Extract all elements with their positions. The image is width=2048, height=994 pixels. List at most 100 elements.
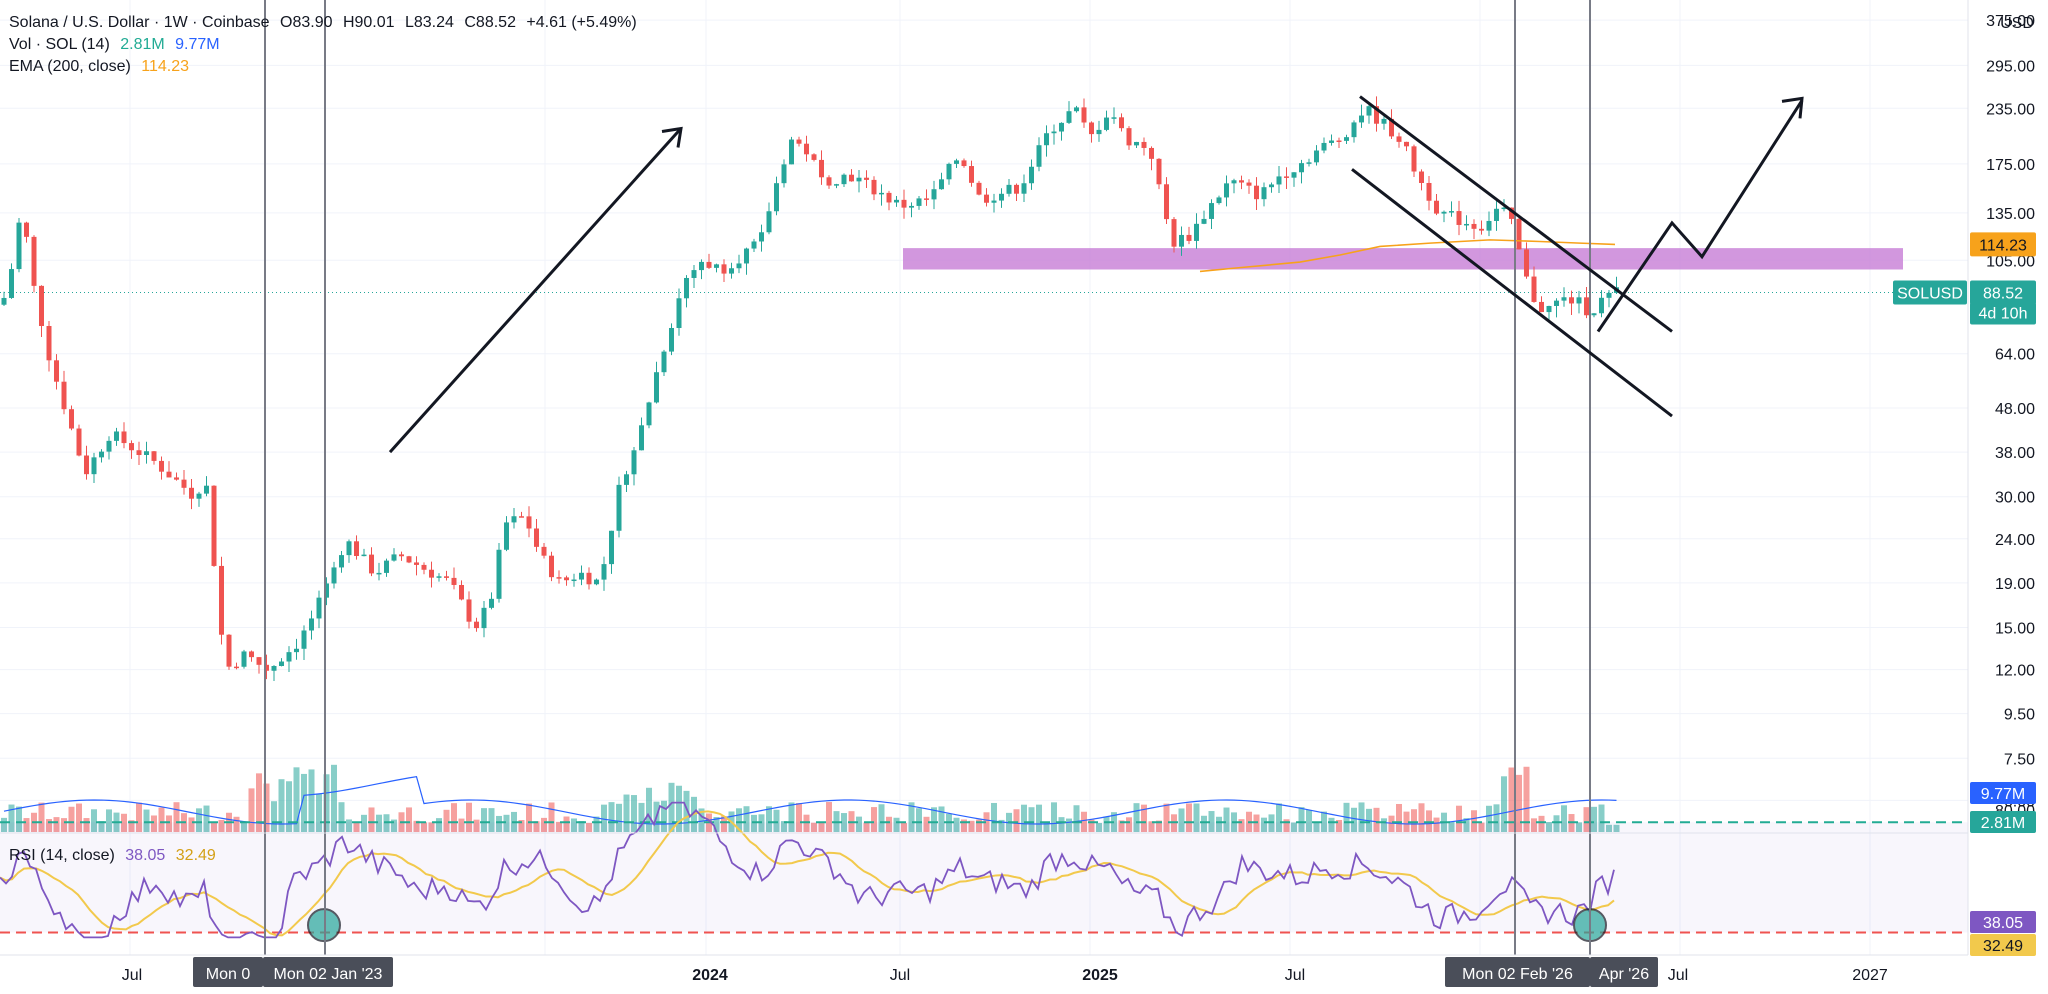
uptrend-arrowhead xyxy=(661,126,683,148)
crosshair-date-badge xyxy=(1445,957,1590,987)
volume-bar xyxy=(271,801,277,832)
candle-body xyxy=(234,666,239,669)
rsi-legend[interactable]: RSI (14, close) 38.05 32.49 xyxy=(9,846,222,866)
candle-body xyxy=(1591,313,1597,316)
volume-bar xyxy=(211,822,217,832)
volume-bar xyxy=(593,816,600,832)
price-badge xyxy=(1970,280,2036,305)
drawings[interactable] xyxy=(264,0,1804,955)
candle-body xyxy=(556,577,562,579)
candle-body xyxy=(789,139,794,165)
candle-body xyxy=(676,298,682,328)
rsi-label: RSI (14, close) xyxy=(9,847,115,864)
candle-body xyxy=(1239,180,1244,183)
price-tick-label: 48.00 xyxy=(1995,401,2035,418)
candle-body xyxy=(489,598,494,608)
ohlc-close: C88.52 xyxy=(464,14,516,31)
candle-body xyxy=(1269,184,1274,188)
price-tick-label: 105.00 xyxy=(1986,253,2035,270)
candle-body xyxy=(166,471,172,478)
candle-body xyxy=(931,189,937,200)
candle-body xyxy=(286,652,292,662)
volume-bar xyxy=(563,816,570,832)
volume-legend[interactable]: Vol · SOL (14) 2.81M 9.77M xyxy=(9,35,226,55)
volume-bar xyxy=(961,819,967,832)
volume-bar xyxy=(136,802,142,832)
resistance-zone xyxy=(903,248,1903,270)
candle-body xyxy=(1149,147,1154,159)
candle-body xyxy=(946,163,952,180)
volume-bar xyxy=(248,788,255,832)
candle-body xyxy=(24,222,29,237)
rsi-line xyxy=(0,801,1615,939)
candle-body xyxy=(909,205,914,208)
candle-body xyxy=(1021,183,1027,194)
volume-bar xyxy=(1576,822,1582,832)
candle-body xyxy=(16,222,22,270)
volume-bar xyxy=(166,815,172,832)
volume-bar xyxy=(1358,802,1365,832)
volume-bar xyxy=(1043,822,1050,832)
candle-body xyxy=(1051,131,1057,134)
candle-body xyxy=(106,440,112,452)
volume-bar xyxy=(1178,808,1185,832)
volume-bar xyxy=(586,822,592,832)
candle-body xyxy=(271,666,277,671)
volume-bar xyxy=(1418,803,1425,832)
volume-bar xyxy=(8,804,15,832)
candle-body xyxy=(46,326,52,361)
candle-body xyxy=(264,664,269,671)
candle-body xyxy=(39,285,44,327)
volume-bar xyxy=(1456,805,1462,832)
candle-body xyxy=(1246,182,1252,186)
candle-body xyxy=(189,487,194,499)
time-tick-label: Jul xyxy=(1668,967,1688,984)
currency-label[interactable]: USD xyxy=(2000,15,2034,32)
candle-body xyxy=(841,174,847,185)
volume-bar xyxy=(1276,803,1282,832)
volume-bar xyxy=(1306,809,1312,832)
volume-bar xyxy=(1111,812,1117,832)
volume-bar xyxy=(301,773,307,832)
candle-body xyxy=(1336,140,1342,143)
price-tick-label: 15.00 xyxy=(1995,620,2035,637)
volume-bar xyxy=(1546,822,1552,832)
candle-body xyxy=(1531,276,1537,302)
candle-body xyxy=(736,263,742,269)
ema-legend[interactable]: EMA (200, close) 114.23 xyxy=(9,57,195,77)
candle-body xyxy=(631,450,637,475)
candle-body xyxy=(1524,249,1529,277)
price-badge-text: SOLUSD xyxy=(1897,286,1963,303)
rsi-ma-value: 32.49 xyxy=(175,847,216,864)
candle-body xyxy=(999,193,1004,201)
candle-body xyxy=(76,428,82,456)
candle-body xyxy=(1569,297,1574,304)
volume-bar xyxy=(1298,807,1305,832)
volume-bar xyxy=(1186,803,1192,832)
candle-body xyxy=(301,630,307,649)
volume-bar xyxy=(983,812,990,832)
candle-body xyxy=(691,270,697,278)
candle-body xyxy=(804,143,809,155)
candle-body xyxy=(1096,129,1102,135)
candle-body xyxy=(196,493,202,499)
time-tick-label: Jul xyxy=(122,967,142,984)
candle-body xyxy=(654,372,659,403)
candle-body xyxy=(684,277,689,299)
candle-body xyxy=(1321,142,1327,151)
volume-bar xyxy=(1216,816,1222,832)
volume-bar xyxy=(878,804,885,832)
candle-body xyxy=(886,192,892,203)
candle-body xyxy=(916,198,922,206)
candle-body xyxy=(1074,107,1079,112)
volume-bar xyxy=(323,774,330,832)
candle-body xyxy=(1194,223,1199,241)
volume-bar xyxy=(908,802,915,832)
candle-body xyxy=(1366,106,1372,116)
volume-badge-text: 9.77M xyxy=(1981,786,2025,803)
volume-bar xyxy=(541,817,547,832)
volume-bar xyxy=(923,816,930,832)
candle-body xyxy=(1509,207,1514,219)
volume-bar xyxy=(496,815,502,832)
